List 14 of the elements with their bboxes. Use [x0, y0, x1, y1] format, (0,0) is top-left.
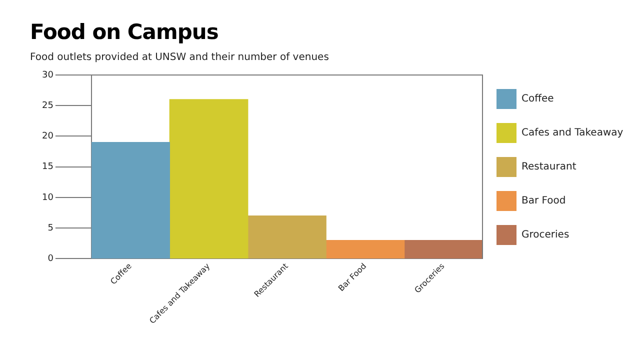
legend-label: Restaurant — [522, 162, 576, 173]
y-tick-label: 20 — [42, 132, 54, 142]
chart-title: Food on Campus — [30, 20, 220, 44]
legend-label: Bar Food — [522, 196, 566, 207]
y-tick-label: 10 — [42, 192, 54, 203]
y-tick-label: 5 — [48, 223, 54, 234]
y-tick-label: 0 — [48, 254, 54, 264]
y-tick-label: 25 — [42, 100, 54, 111]
y-tick-label: 15 — [42, 162, 54, 172]
chart-subtitle: Food outlets provided at UNSW and their number of venues — [30, 52, 330, 63]
y-tick-label: 30 — [42, 70, 54, 80]
legend-label: Coffee — [522, 94, 554, 105]
legend-label: Cafes and Takeaway — [522, 128, 624, 139]
legend-label: Groceries — [522, 230, 570, 241]
